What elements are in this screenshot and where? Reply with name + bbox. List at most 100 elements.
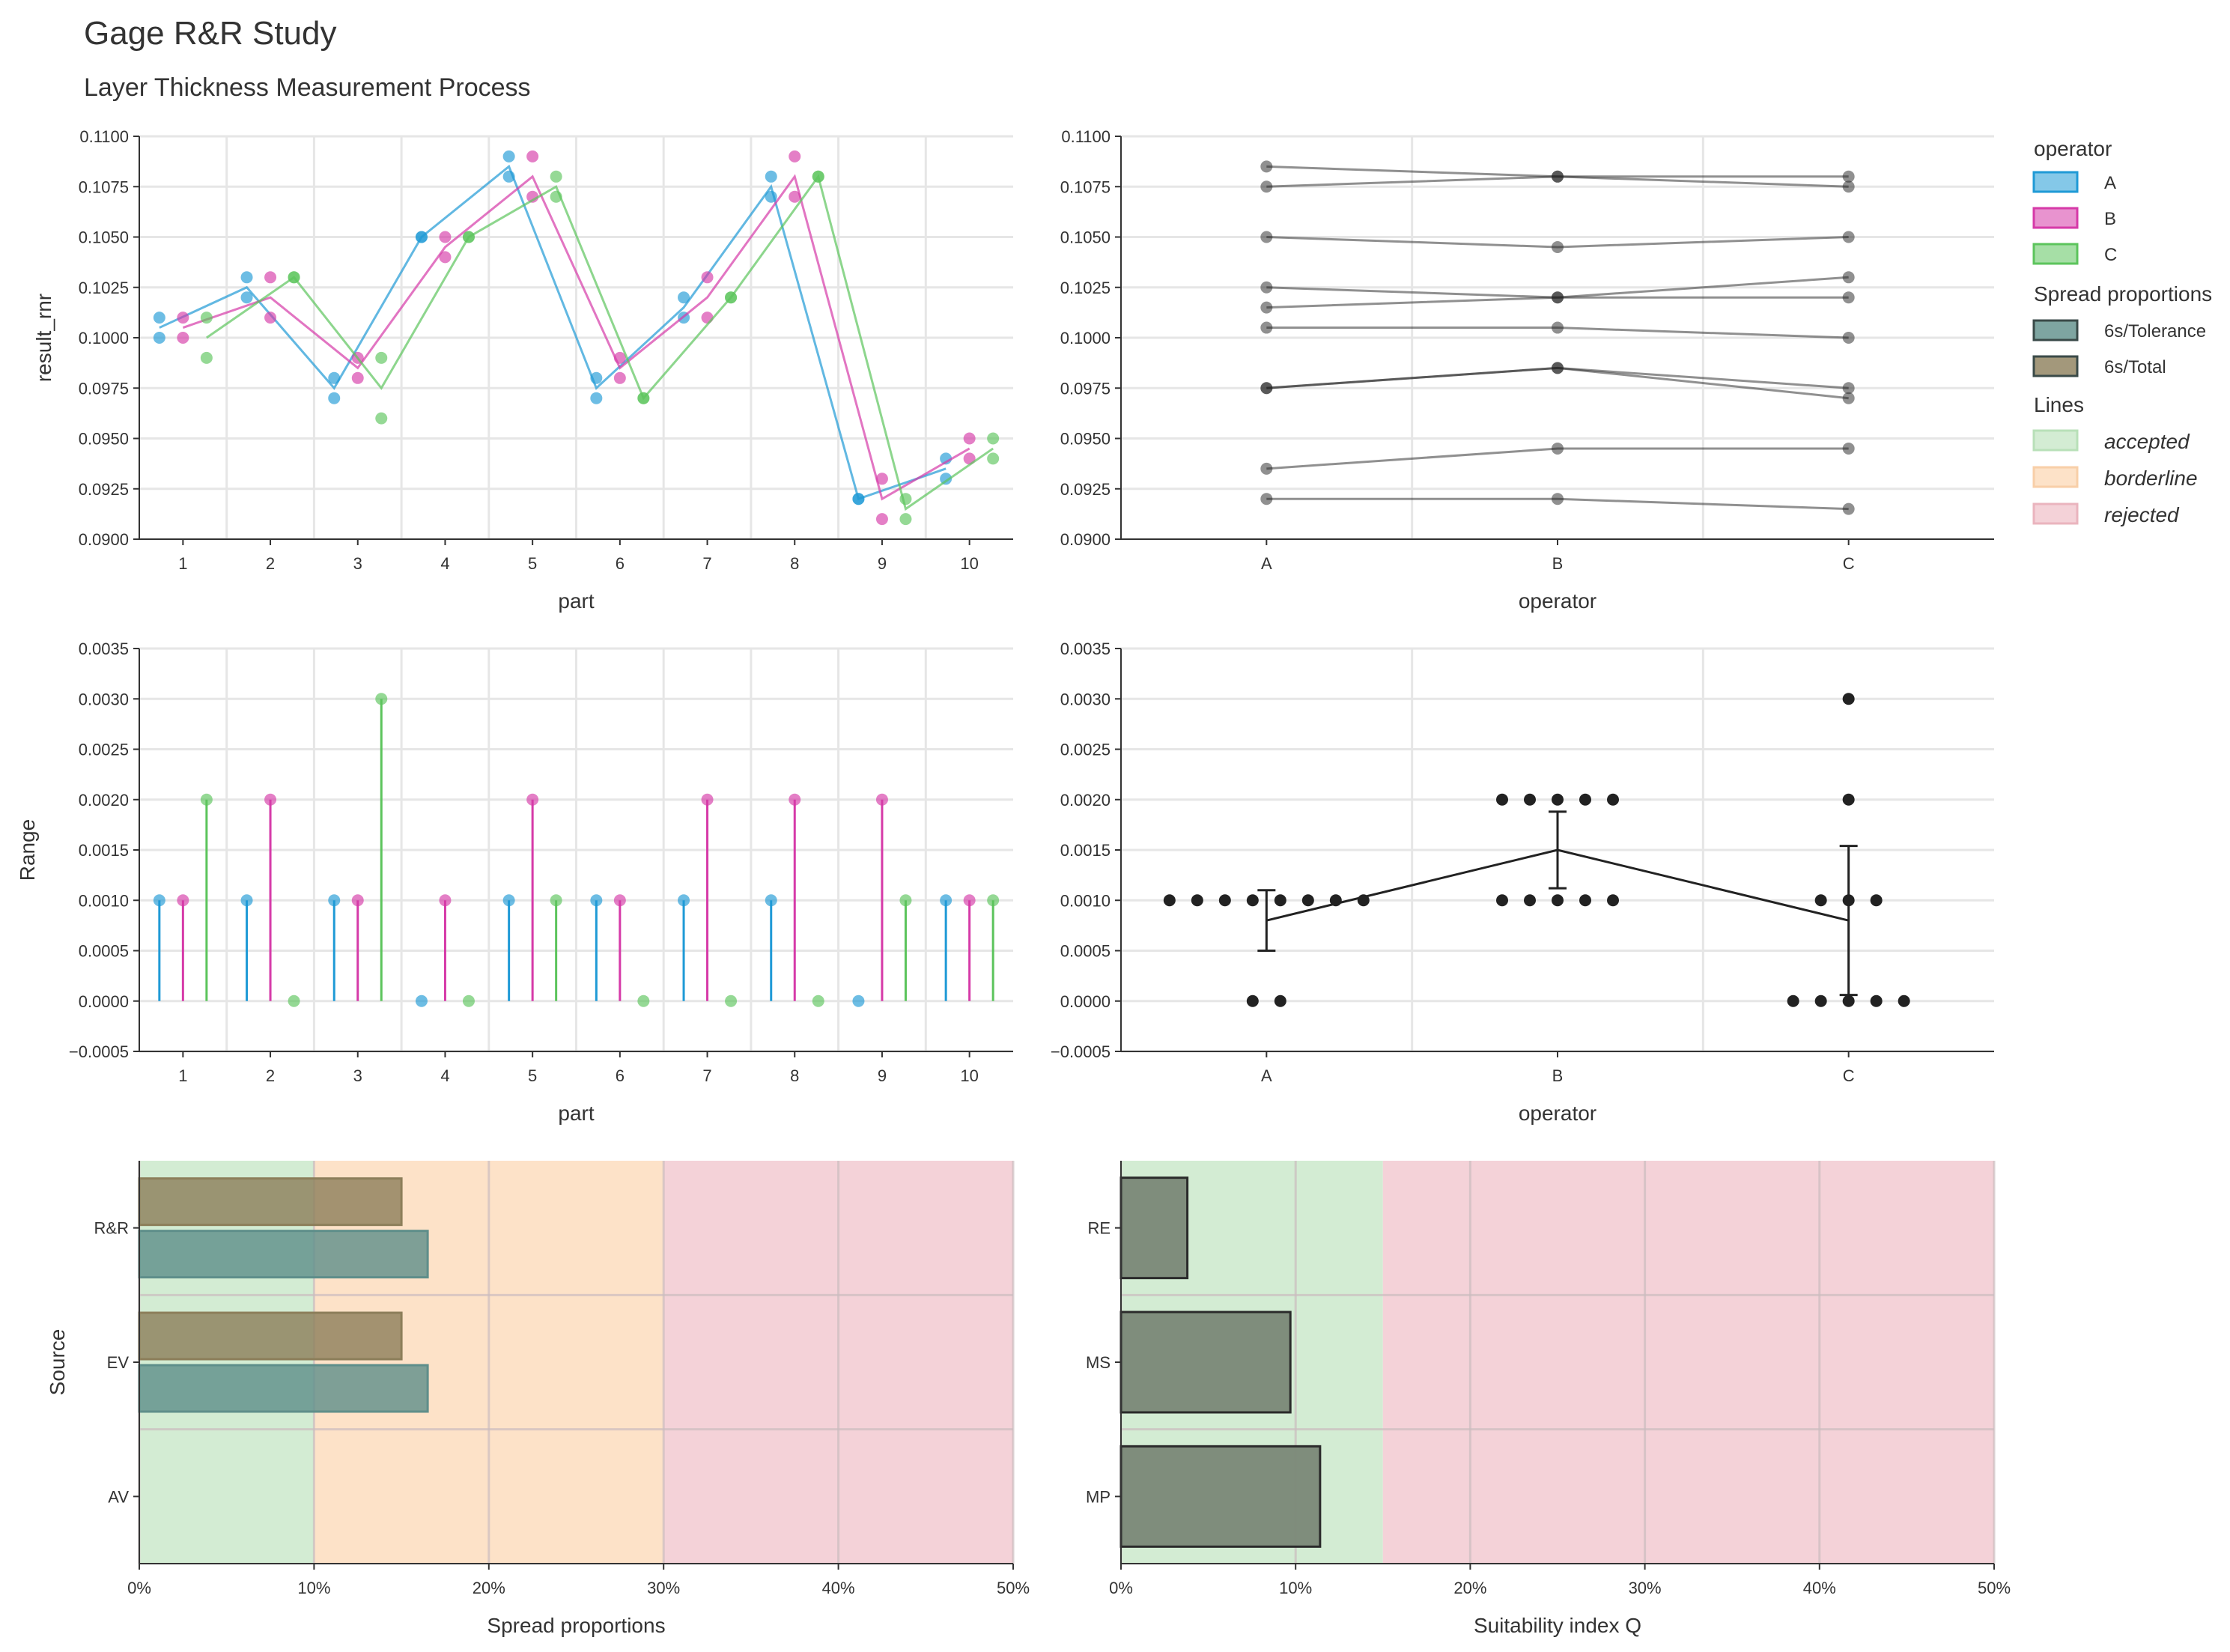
data-point-A bbox=[590, 392, 603, 404]
part-mean-point bbox=[1260, 281, 1273, 294]
x-tick-label: 9 bbox=[878, 1066, 887, 1085]
range-point-B bbox=[351, 894, 364, 907]
y-tick-label: 0.1050 bbox=[1060, 228, 1111, 247]
legend-title-lines: Lines bbox=[2034, 393, 2084, 416]
bar-6s-Tolerance bbox=[138, 1364, 429, 1413]
range-point-A bbox=[153, 894, 165, 907]
y-tick-label: 0.0925 bbox=[79, 480, 129, 499]
figure-subtitle: Layer Thickness Measurement Process bbox=[84, 73, 531, 102]
part-mean-point bbox=[1552, 240, 1564, 253]
figure-title: Gage R&R Study bbox=[84, 15, 337, 52]
x-tick-label: B bbox=[1552, 1066, 1564, 1085]
x-tick-label: 1 bbox=[178, 1066, 187, 1085]
part-mean-point bbox=[1260, 301, 1273, 314]
x-tick-label: 30% bbox=[647, 1579, 680, 1597]
x-tick-label: 20% bbox=[473, 1579, 505, 1597]
legend-label-line: accepted bbox=[2104, 430, 2190, 453]
x-tick-label: 4 bbox=[440, 554, 449, 573]
legend-swatch-line bbox=[2032, 502, 2079, 525]
range-point bbox=[1870, 894, 1883, 907]
y-tick-label: 0.0035 bbox=[79, 640, 129, 658]
x-tick-label: 3 bbox=[353, 554, 362, 573]
data-point-C bbox=[987, 452, 1000, 465]
x-axis-label: part bbox=[558, 1102, 594, 1125]
part-mean-point bbox=[1842, 231, 1855, 243]
legend-swatch-spread bbox=[2032, 355, 2079, 377]
x-tick-label: 3 bbox=[353, 1066, 362, 1085]
x-tick-label: 8 bbox=[790, 1066, 799, 1085]
x-tick-label: 40% bbox=[822, 1579, 855, 1597]
y-tick-label: 0.0030 bbox=[1060, 690, 1111, 708]
x-tick-label: 2 bbox=[266, 1066, 275, 1085]
range-point-C bbox=[288, 994, 300, 1007]
range-point bbox=[1842, 693, 1855, 705]
x-tick-label: 1 bbox=[178, 554, 187, 573]
range-point bbox=[1814, 894, 1827, 907]
y-tick-label: 0.0000 bbox=[79, 992, 129, 1011]
data-point-B bbox=[789, 150, 801, 163]
range-point-A bbox=[852, 994, 865, 1007]
range-point bbox=[1163, 894, 1176, 907]
data-point-B bbox=[701, 271, 714, 284]
x-tick-label: 6 bbox=[616, 554, 625, 573]
part-mean-point bbox=[1842, 392, 1855, 404]
y-tick-label: 0.0015 bbox=[1060, 841, 1111, 860]
zone-band bbox=[139, 1161, 315, 1564]
zone-band bbox=[1382, 1161, 1994, 1564]
legend-swatch-A bbox=[2032, 171, 2079, 193]
y-tick-label: 0.0950 bbox=[1060, 430, 1111, 449]
y-tick-label: 0.1000 bbox=[1060, 329, 1111, 347]
y-axis-label: Range bbox=[16, 819, 39, 881]
y-tick-label: 0.1025 bbox=[1060, 279, 1111, 297]
range-point-B bbox=[264, 793, 277, 806]
legend-label-spread: 6s/Tolerance bbox=[2104, 321, 2206, 341]
y-tick-label: 0.1075 bbox=[79, 177, 129, 196]
bar-6s-Tolerance bbox=[138, 1230, 429, 1279]
range-point-B bbox=[789, 793, 801, 806]
x-tick-label: 6 bbox=[616, 1066, 625, 1085]
legend-swatch-C bbox=[2032, 243, 2079, 265]
x-tick-label: C bbox=[1843, 554, 1855, 573]
range-point bbox=[1218, 894, 1231, 907]
x-tick-label: 0% bbox=[127, 1579, 151, 1597]
part-mean-point bbox=[1260, 160, 1273, 173]
range-point bbox=[1301, 894, 1314, 907]
data-point-C bbox=[200, 351, 213, 364]
y-tick-label: 0.0005 bbox=[79, 942, 129, 961]
range-point bbox=[1246, 994, 1259, 1007]
range-point-C bbox=[462, 994, 475, 1007]
range-point bbox=[1496, 793, 1508, 806]
x-tick-label: A bbox=[1261, 554, 1272, 573]
part-mean-point bbox=[1842, 180, 1855, 193]
legend-swatch-line bbox=[2032, 429, 2079, 452]
data-point-C bbox=[375, 412, 388, 425]
x-axis-label: operator bbox=[1519, 1102, 1596, 1125]
x-axis-label: part bbox=[558, 589, 594, 613]
part-mean-point bbox=[1842, 442, 1855, 455]
range-point-C bbox=[637, 994, 650, 1007]
range-point-B bbox=[701, 793, 714, 806]
data-point-A bbox=[415, 231, 428, 243]
chart-operator-means: 0.0900 0.0925 0.0950 0.0975 0.1000 0.1025 0.10… bbox=[1060, 127, 1994, 613]
part-mean-point bbox=[1842, 291, 1855, 304]
legend-title-operator: operator bbox=[2034, 137, 2112, 160]
range-point bbox=[1870, 994, 1883, 1007]
x-tick-label: 10% bbox=[297, 1579, 330, 1597]
chart-operator-range: −0.0005 0.0000 0.0005 0.0010 0.0015 0.0020 0.0… bbox=[1051, 640, 1994, 1125]
range-point-C bbox=[812, 994, 824, 1007]
range-point-A bbox=[415, 994, 428, 1007]
range-point bbox=[1552, 793, 1564, 806]
part-mean-point bbox=[1260, 321, 1273, 334]
data-point-A bbox=[153, 312, 165, 324]
y-tick-label: 0.0900 bbox=[1060, 530, 1111, 549]
y-tick-label: 0.1025 bbox=[79, 279, 129, 297]
legend-label-B: B bbox=[2104, 209, 2116, 229]
y-tick-label: MS bbox=[1086, 1353, 1111, 1372]
part-mean-point bbox=[1842, 382, 1855, 395]
part-mean-point bbox=[1842, 332, 1855, 344]
data-point-A bbox=[328, 392, 341, 404]
data-point-A bbox=[765, 190, 777, 203]
part-mean-point bbox=[1552, 362, 1564, 374]
y-tick-label: 0.0025 bbox=[79, 741, 129, 759]
y-axis-label: Source bbox=[46, 1329, 69, 1396]
